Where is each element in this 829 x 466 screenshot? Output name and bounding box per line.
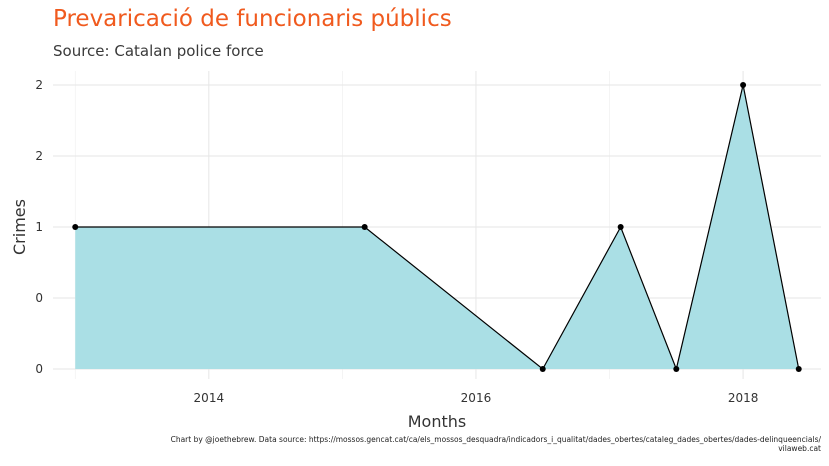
x-tick-label: 2016 bbox=[461, 391, 492, 405]
x-axis-title: Months bbox=[408, 412, 466, 431]
data-point bbox=[795, 366, 802, 372]
caption-site: vilaweb.cat bbox=[778, 444, 821, 453]
y-axis-title: Crimes bbox=[10, 199, 29, 255]
y-axis-ticks: 0 0 1 2 2 bbox=[35, 78, 43, 376]
data-point bbox=[539, 366, 546, 372]
data-point bbox=[617, 224, 624, 230]
data-point bbox=[361, 224, 368, 230]
y-tick-label: 1 bbox=[35, 220, 43, 234]
area-layer bbox=[72, 82, 802, 372]
chart-caption: Chart by @joethebrew. Data source: https… bbox=[121, 435, 821, 453]
caption-source: Chart by @joethebrew. Data source: https… bbox=[170, 435, 821, 444]
x-axis-ticks: 2014 2016 2018 bbox=[194, 391, 759, 405]
data-point bbox=[740, 82, 747, 88]
chart-subtitle: Source: Catalan police force bbox=[53, 42, 264, 60]
y-tick-label: 0 bbox=[35, 362, 43, 376]
chart-title: Prevaricació de funcionaris públics bbox=[53, 6, 452, 32]
y-tick-label: 2 bbox=[35, 149, 43, 163]
area-fill bbox=[75, 85, 799, 369]
x-tick-label: 2014 bbox=[194, 391, 225, 405]
data-point bbox=[72, 224, 79, 230]
x-tick-label: 2018 bbox=[728, 391, 759, 405]
data-point bbox=[673, 366, 680, 372]
y-tick-label: 0 bbox=[35, 291, 43, 305]
y-tick-label: 2 bbox=[35, 78, 43, 92]
